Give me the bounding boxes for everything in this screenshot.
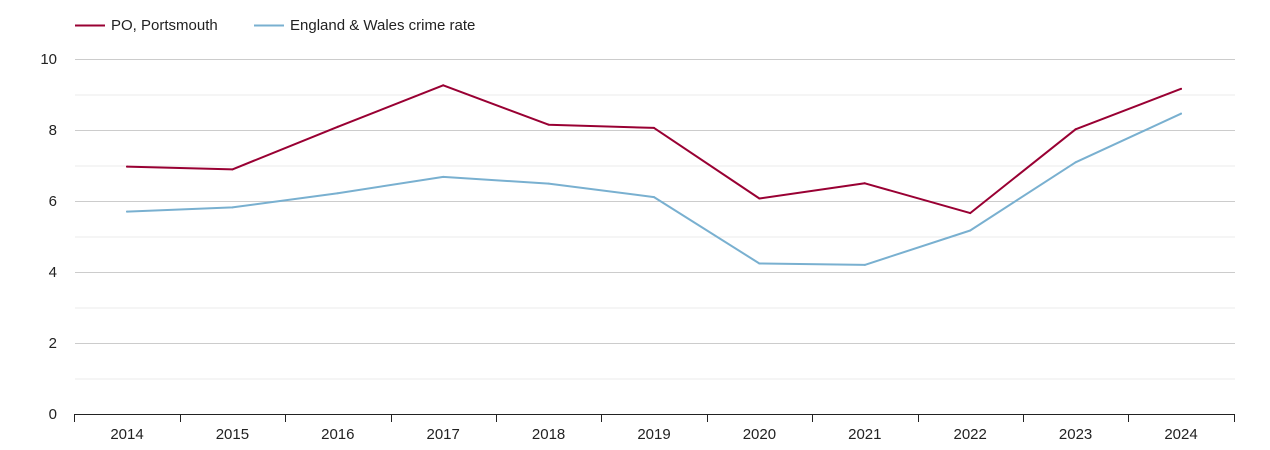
data-point: [758, 197, 761, 200]
chart-grid: [75, 59, 1235, 380]
data-point: [653, 196, 655, 199]
y-tick-label: 6: [49, 193, 57, 210]
x-tick-label: 2016: [321, 426, 354, 443]
data-point: [336, 192, 339, 195]
data-point: [126, 165, 128, 168]
data-point: [1180, 87, 1182, 90]
data-point: [547, 182, 550, 185]
data-point: [863, 182, 866, 185]
data-point: [231, 168, 234, 171]
x-tick-label: 2023: [1059, 426, 1092, 443]
series-line-1: [126, 112, 1182, 266]
data-point: [126, 210, 128, 213]
chart-legend: PO, Portsmouth England & Wales crime rate: [75, 17, 475, 34]
x-tick-label: 2018: [532, 426, 565, 443]
data-point: [442, 84, 445, 87]
x-axis: 2014 2015 2016 2017 2018 2019 2020 2021 2022 2023…: [74, 414, 1235, 443]
y-axis: 0 2 4 6 8 10: [40, 51, 57, 423]
x-tick-label: 2022: [954, 426, 987, 443]
series-line-0: [126, 84, 1182, 215]
legend-label: England & Wales crime rate: [290, 17, 475, 34]
y-tick-label: 8: [49, 122, 57, 139]
x-tick-label: 2021: [848, 426, 881, 443]
chart-series: [126, 84, 1182, 266]
data-point: [547, 123, 550, 126]
x-tick-label: 2020: [743, 426, 776, 443]
data-point: [1180, 112, 1182, 115]
data-point: [1074, 128, 1077, 131]
x-tick-label: 2015: [216, 426, 249, 443]
data-point: [1074, 161, 1077, 164]
legend-label: PO, Portsmouth: [111, 17, 218, 34]
data-point: [969, 229, 972, 232]
data-point: [758, 262, 761, 265]
data-point: [969, 212, 972, 215]
data-point: [336, 125, 339, 128]
data-point: [442, 175, 445, 178]
data-point: [231, 206, 234, 209]
x-tick-label: 2024: [1164, 426, 1197, 443]
data-point: [653, 126, 655, 129]
y-tick-label: 0: [49, 406, 57, 423]
y-tick-label: 4: [49, 264, 57, 281]
y-tick-label: 10: [40, 51, 57, 68]
x-tick-label: 2014: [110, 426, 143, 443]
y-tick-label: 2: [49, 335, 57, 352]
x-tick-label: 2017: [427, 426, 460, 443]
data-point: [863, 263, 866, 266]
x-tick-label: 2019: [637, 426, 670, 443]
